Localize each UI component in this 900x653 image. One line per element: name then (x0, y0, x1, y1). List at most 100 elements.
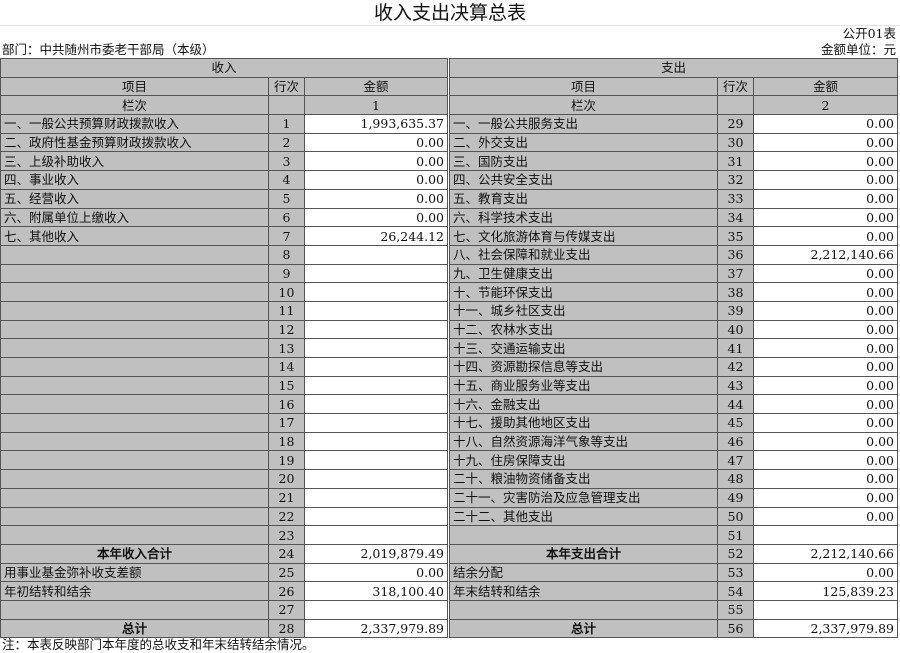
form-number: 公开01表 (842, 26, 896, 41)
expense-item: 十九、住房保障支出 (449, 450, 718, 471)
expense-amount[interactable]: 0.00 (753, 394, 898, 415)
expense-item: 二十二、其他支出 (449, 506, 718, 527)
table-row: 10 十、节能环保支出 38 0.00 (0, 282, 898, 302)
expense-amount[interactable]: 0.00 (753, 562, 898, 583)
expense-amount[interactable]: 0.00 (753, 338, 898, 358)
expense-amount[interactable]: 0.00 (753, 132, 898, 153)
expense-amount[interactable]: 0.00 (753, 487, 898, 508)
income-amount[interactable]: 318,100.40 (304, 581, 448, 601)
income-amount[interactable] (304, 338, 448, 358)
expense-amount[interactable]: 2,212,140.66 (753, 543, 898, 564)
table-row: 五、经营收入 5 0.00 五、教育支出 33 0.00 (0, 188, 898, 209)
expense-amount[interactable]: 0.00 (753, 188, 898, 209)
expense-item: 八、社会保障和就业支出 (449, 244, 718, 265)
expense-amount[interactable]: 2,337,979.89 (753, 618, 898, 639)
income-amount[interactable] (304, 450, 448, 471)
income-item (0, 244, 269, 265)
table-row: 14 十四、资源勘探信息等支出 42 0.00 (0, 357, 898, 377)
income-row-no: 25 (268, 562, 305, 583)
expense-amount[interactable]: 0.00 (753, 282, 898, 302)
expense-amount[interactable]: 0.00 (753, 207, 898, 228)
income-amount[interactable]: 0.00 (304, 132, 448, 153)
expense-amount[interactable]: 0.00 (753, 375, 898, 396)
expense-row-no: 45 (717, 413, 754, 433)
income-item (0, 469, 269, 489)
expense-header: 支出 (449, 58, 898, 78)
expense-amount[interactable]: 0.00 (753, 170, 898, 190)
income-item (0, 282, 269, 302)
expense-row-no: 54 (717, 581, 754, 601)
expense-col-amount: 金额 (753, 76, 898, 97)
income-amount[interactable] (304, 282, 448, 302)
footnote: 注：本表反映部门本年度的总收支和年末结转结余情况。 (2, 637, 315, 652)
income-amount[interactable] (304, 525, 448, 545)
expense-row-no: 34 (717, 207, 754, 228)
expense-amount[interactable]: 0.00 (753, 431, 898, 452)
table-row: 13 十三、交通运输支出 41 0.00 (0, 338, 898, 358)
income-amount[interactable]: 0.00 (304, 151, 448, 172)
income-amount[interactable] (304, 487, 448, 508)
income-amount[interactable]: 2,019,879.49 (304, 543, 448, 564)
income-amount[interactable]: 1,993,635.37 (304, 114, 448, 134)
expense-row-no: 30 (717, 132, 754, 153)
income-item (0, 357, 269, 377)
income-row-no: 7 (268, 226, 305, 246)
expense-amount[interactable]: 0.00 (753, 263, 898, 284)
expense-amount[interactable] (753, 525, 898, 545)
income-amount[interactable] (304, 263, 448, 284)
income-row-no: 22 (268, 506, 305, 527)
expense-amount[interactable]: 0.00 (753, 506, 898, 527)
table-row: 一、一般公共预算财政拨款收入 1 1,993,635.37 一、一般公共服务支出 29 0… (0, 114, 898, 134)
expense-row-no: 39 (717, 300, 754, 321)
table-row: 8 八、社会保障和就业支出 36 2,212,140.66 (0, 244, 898, 265)
income-row-no: 8 (268, 244, 305, 265)
table-row: 六、附属单位上缴收入 6 0.00 六、科学技术支出 34 0.00 (0, 207, 898, 228)
income-amount[interactable] (304, 469, 448, 489)
income-header: 收入 (0, 58, 448, 78)
expense-item: 十八、自然资源海洋气象等支出 (449, 431, 718, 452)
expense-amount[interactable]: 0.00 (753, 469, 898, 489)
expense-amount[interactable]: 0.00 (753, 300, 898, 321)
expense-amount[interactable]: 0.00 (753, 226, 898, 246)
expense-amount[interactable]: 125,839.23 (753, 581, 898, 601)
expense-amount[interactable]: 0.00 (753, 114, 898, 134)
income-row-no: 17 (268, 413, 305, 433)
income-amount[interactable] (304, 300, 448, 321)
expense-item: 一、一般公共服务支出 (449, 114, 718, 134)
income-amount[interactable] (304, 244, 448, 265)
expense-amount[interactable]: 0.00 (753, 151, 898, 172)
income-amount[interactable] (304, 319, 448, 340)
income-index-no: 1 (304, 95, 448, 116)
income-col-row: 行次 (268, 76, 305, 97)
income-amount[interactable] (304, 394, 448, 415)
income-amount[interactable]: 0.00 (304, 170, 448, 190)
expense-amount[interactable]: 0.00 (753, 413, 898, 433)
income-amount[interactable]: 0.00 (304, 207, 448, 228)
income-amount[interactable] (304, 431, 448, 452)
page-title: 收入支出决算总表 (0, 0, 900, 26)
income-item: 六、附属单位上缴收入 (0, 207, 269, 228)
expense-row-no: 36 (717, 244, 754, 265)
expense-amount[interactable]: 0.00 (753, 450, 898, 471)
expense-amount[interactable]: 2,212,140.66 (753, 244, 898, 265)
expense-amount[interactable] (753, 599, 898, 620)
income-amount[interactable]: 26,244.12 (304, 226, 448, 246)
income-amount[interactable] (304, 506, 448, 527)
income-row-no: 20 (268, 469, 305, 489)
expense-amount[interactable]: 0.00 (753, 357, 898, 377)
income-row-no: 5 (268, 188, 305, 209)
income-amount[interactable]: 0.00 (304, 562, 448, 583)
expense-item: 结余分配 (449, 562, 718, 583)
income-amount[interactable]: 0.00 (304, 188, 448, 209)
income-amount[interactable]: 2,337,979.89 (304, 618, 448, 639)
expense-row-no: 29 (717, 114, 754, 134)
income-amount[interactable] (304, 413, 448, 433)
income-row-no: 16 (268, 394, 305, 415)
expense-amount[interactable]: 0.00 (753, 319, 898, 340)
table-row: 20 二十、粮油物资储备支出 48 0.00 (0, 469, 898, 489)
income-amount[interactable] (304, 357, 448, 377)
income-amount[interactable] (304, 599, 448, 620)
expense-row-no: 47 (717, 450, 754, 471)
department: 部门：中共随州市委老干部局（本级） (2, 42, 215, 57)
income-amount[interactable] (304, 375, 448, 396)
